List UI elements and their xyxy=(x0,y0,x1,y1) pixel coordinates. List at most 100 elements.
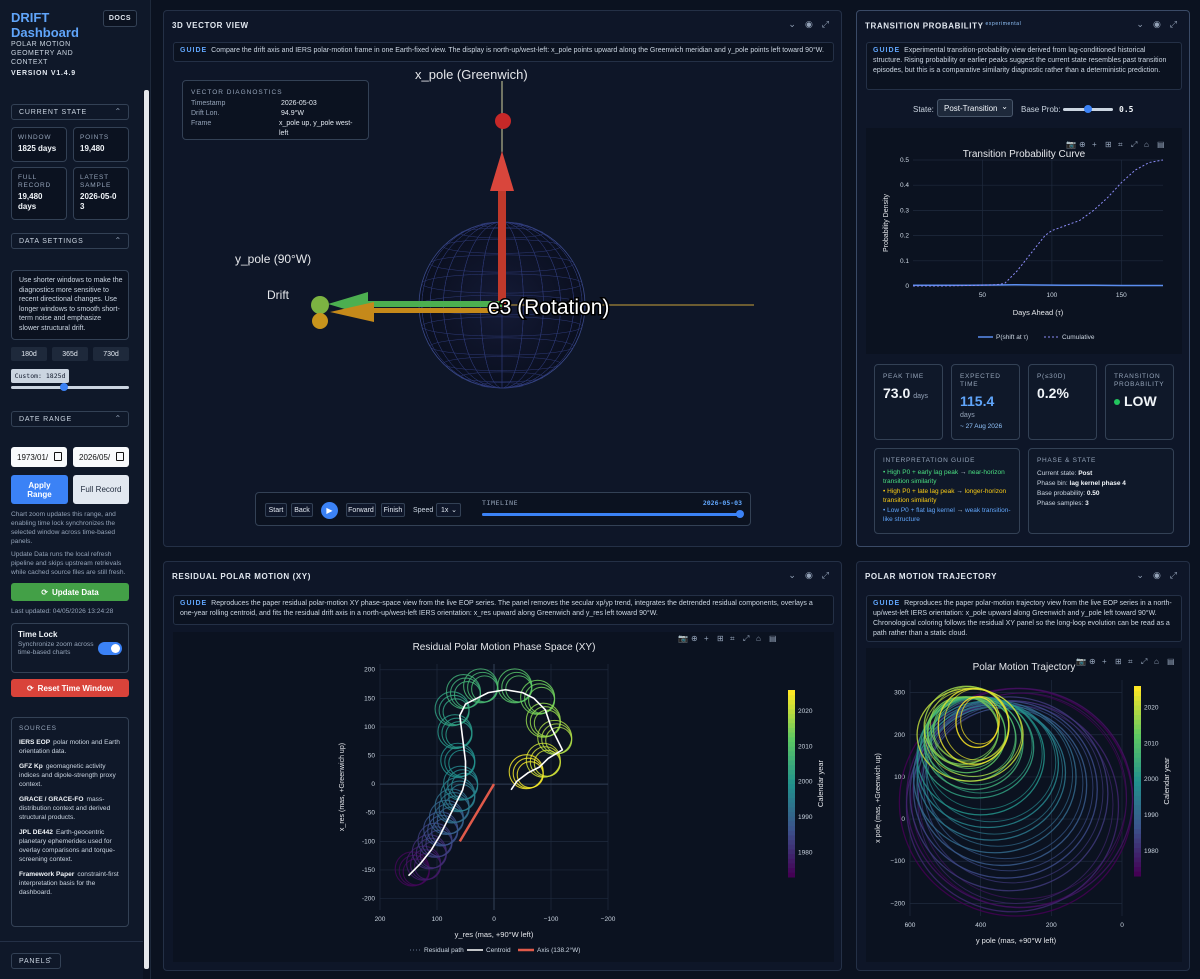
eye-icon[interactable]: ◉ xyxy=(804,570,813,580)
preset-730d-button[interactable]: 730d xyxy=(93,347,129,361)
legend-axis-label: Axis (138.2°W) xyxy=(537,946,580,954)
state-card-window: WINDOW 1825 days xyxy=(11,127,67,162)
trajectory-chart[interactable]: Polar Motion Trajectory 300 200 100 0 −100 −20… xyxy=(866,648,1182,962)
guide-text: Compare the drift axis and IERS polar-mo… xyxy=(211,47,824,54)
expand-icon[interactable]: ⤢ xyxy=(1169,570,1177,580)
window-slider-thumb[interactable] xyxy=(60,383,69,391)
sidebar-scrollbar[interactable] xyxy=(143,90,150,979)
residual-chart[interactable]: Residual Polar Motion Phase Space (XY) 20… xyxy=(173,632,834,962)
colorbar-segment xyxy=(788,816,795,822)
reset-time-window-button[interactable]: ⟳ Reset Time Window xyxy=(11,679,129,697)
colorbar-segment xyxy=(1134,866,1141,872)
base-prob-value: 0.5 xyxy=(1119,105,1134,114)
card-key: WINDOW xyxy=(18,134,52,141)
docs-button[interactable]: DOCS xyxy=(103,10,137,27)
update-data-button[interactable]: ⟳ Update Data xyxy=(11,583,129,601)
expand-icon[interactable]: ⤢ xyxy=(1169,19,1177,29)
residual-loop xyxy=(442,698,470,726)
source-item: JPL DE442 Earth-geocentric planetary ephe… xyxy=(19,828,123,864)
back-button[interactable]: Back xyxy=(291,503,313,517)
diag-row: Frame x_pole up, y_pole west-left xyxy=(191,119,360,139)
y-tick-label: -100 xyxy=(362,838,375,845)
time-lock-toggle[interactable] xyxy=(98,642,122,655)
vector-panel-title: 3D VECTOR VIEW xyxy=(172,21,249,30)
start-button[interactable]: Start xyxy=(265,503,287,517)
panels-header[interactable]: PANELS ⌃ xyxy=(11,953,61,969)
colorbar-segment xyxy=(1134,695,1141,701)
play-icon: ▶ xyxy=(326,506,333,515)
eye-icon[interactable]: ◉ xyxy=(804,19,813,29)
transition-guide: GUIDE Experimental transition-probability… xyxy=(866,42,1182,90)
y-tick-label: 0 xyxy=(371,781,375,788)
colorbar-segment xyxy=(1134,781,1141,787)
chevron-up-icon: ⌃ xyxy=(46,956,54,965)
colorbar-segment xyxy=(1134,804,1141,810)
residual-loop xyxy=(505,675,533,703)
colorbar-segment xyxy=(788,872,795,878)
calendar-icon[interactable] xyxy=(54,452,62,461)
stat-key: PEAK TIME xyxy=(883,373,924,380)
expand-icon[interactable]: ⤢ xyxy=(821,19,829,29)
stat-key: P(≤30D) xyxy=(1037,373,1067,380)
time-lock-box: Time Lock Synchronize zoom across time-b… xyxy=(11,623,129,673)
colorbar-segment xyxy=(1134,757,1141,763)
colorbar-segment xyxy=(1134,747,1141,753)
x-tick-label: −200 xyxy=(601,916,616,923)
calendar-icon[interactable] xyxy=(116,452,124,461)
full-record-button[interactable]: Full Record xyxy=(73,475,129,504)
base-prob-slider-thumb[interactable] xyxy=(1084,105,1092,113)
sidebar: DRIFT Dashboard POLAR MOTION GEOMETRY AN… xyxy=(0,0,151,979)
x-tick-label: 200 xyxy=(1046,922,1057,929)
colorbar-segment xyxy=(788,778,795,784)
vector-diagnostics-box: VECTOR DIAGNOSTICS Timestamp 2026-05-03 Dr… xyxy=(182,80,369,140)
eye-icon[interactable]: ◉ xyxy=(1152,19,1161,29)
data-settings-header[interactable]: DATA SETTINGS ⌃ xyxy=(11,233,129,249)
forward-button[interactable]: Forward xyxy=(346,503,376,517)
date-range-header[interactable]: DATE RANGE ⌃ xyxy=(11,411,129,427)
phase-key: Phase bin: xyxy=(1037,480,1070,487)
state-value: Post-Transition xyxy=(944,104,998,113)
end-date-input[interactable]: 2026/05/ xyxy=(73,447,129,467)
vector-scene[interactable]: x_pole (Greenwich) y_pole (90°W) Drift e… xyxy=(164,11,842,547)
stat-value: 73.0 days xyxy=(883,385,934,401)
x-pole-arrow-head xyxy=(490,151,514,191)
centroid-line xyxy=(407,688,564,877)
eye-icon[interactable]: ◉ xyxy=(1152,570,1161,580)
x-pole-marker xyxy=(495,113,511,129)
y-axis-label: x_res (mas, +Greenwich up) xyxy=(339,743,346,831)
card-key: POINTS xyxy=(80,134,109,141)
transition-chart[interactable]: Transition Probability Curve 0 0.1 0.2 0.3 0.… xyxy=(866,128,1182,354)
finish-button[interactable]: Finish xyxy=(381,503,405,517)
x-tick-label: 100 xyxy=(432,916,443,923)
phase-row: Phase bin: lag kernel phase 4 xyxy=(1037,479,1165,489)
timeline-thumb[interactable] xyxy=(736,510,744,518)
colorbar-segment xyxy=(1134,752,1141,758)
state-card-points: POINTS 19,480 xyxy=(73,127,129,162)
diag-row: Timestamp 2026-05-03 xyxy=(191,99,360,109)
data-settings-label: DATA SETTINGS xyxy=(19,237,84,245)
stat-box: EXPECTED TIME 115.4 days ~ 27 Aug 2026 xyxy=(951,364,1020,440)
diag-value: 2026-05-03 xyxy=(281,100,317,107)
window-slider-track[interactable] xyxy=(11,386,129,389)
chevron-down-icon[interactable]: ⌄ xyxy=(788,19,796,29)
diag-value: x_pole up, y_pole west-left xyxy=(278,120,353,137)
colorbar-tick-label: 2020 xyxy=(798,708,813,715)
expand-icon[interactable]: ⤢ xyxy=(821,570,829,580)
colorbar-segment xyxy=(1134,861,1141,867)
apply-range-button[interactable]: Apply Range xyxy=(11,475,68,504)
start-date-input[interactable]: 1973/01/ xyxy=(11,447,67,467)
modebar-icon: 📷 xyxy=(678,634,688,643)
preset-365d-button[interactable]: 365d xyxy=(52,347,88,361)
play-button[interactable]: ▶ xyxy=(321,502,338,519)
current-state-header[interactable]: CURRENT STATE ⌃ xyxy=(11,104,129,120)
chevron-down-icon[interactable]: ⌄ xyxy=(1136,19,1144,29)
chevron-down-icon[interactable]: ⌄ xyxy=(788,570,796,580)
state-select[interactable]: Post-Transition ⌄ xyxy=(937,99,1013,117)
legend-path-label: Residual path xyxy=(424,947,464,954)
speed-select[interactable]: 1x ⌄ xyxy=(436,503,461,517)
stat-key: TRANSITION PROBABILITY xyxy=(1114,373,1165,388)
chevron-down-icon[interactable]: ⌄ xyxy=(1136,570,1144,580)
colorbar-label: Calendar year xyxy=(816,759,825,807)
preset-180d-button[interactable]: 180d xyxy=(11,347,47,361)
y-tick-label: 0.2 xyxy=(900,233,909,240)
